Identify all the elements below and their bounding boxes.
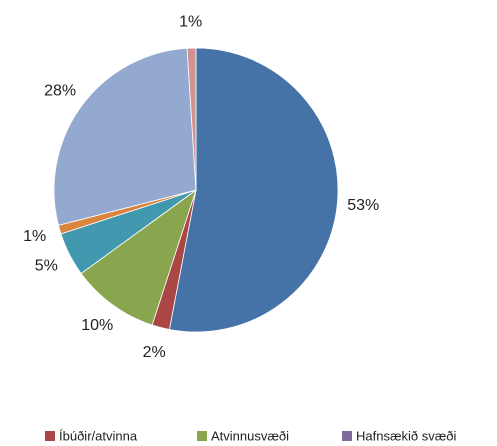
legend-swatch (197, 431, 207, 441)
legend-label: Atvinnusvæði (211, 428, 289, 443)
pie-slice (186, 47, 197, 191)
data-label: 28% (44, 82, 76, 99)
data-label: 1% (179, 13, 202, 30)
data-label: 2% (143, 344, 166, 361)
data-label: 10% (81, 317, 113, 334)
legend-label: Íbúðir/atvinna (59, 428, 138, 443)
legend-swatch (342, 431, 352, 441)
pie-slice (53, 47, 197, 226)
data-label: 5% (35, 257, 58, 274)
legend-label: Hafnsækið svæði (356, 428, 457, 443)
legend-swatch (45, 431, 55, 441)
pie-slice (168, 47, 339, 333)
data-label: 1% (23, 228, 46, 245)
pie-slice (80, 188, 197, 326)
data-label: 53% (347, 197, 379, 214)
